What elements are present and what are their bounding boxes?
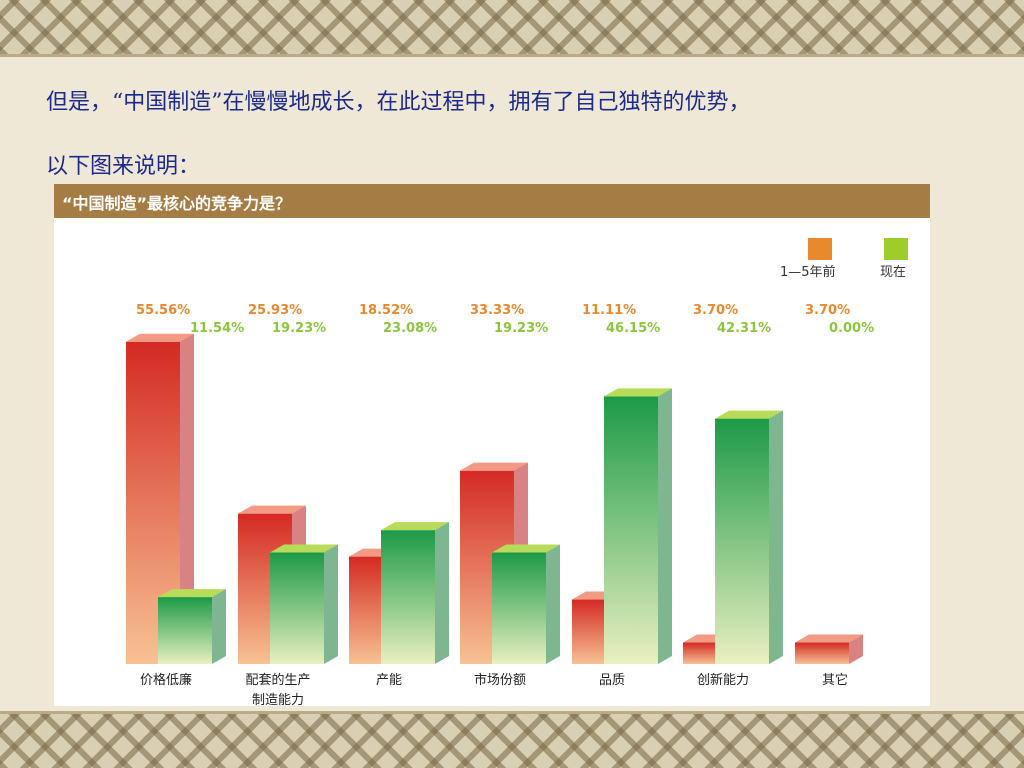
bar-side-face — [180, 333, 194, 664]
bar-top-face — [381, 522, 449, 531]
category-label-4: 品质 — [599, 673, 625, 688]
category-label-6: 其它 — [822, 672, 848, 688]
category-label-1-line2: 制造能力 — [252, 693, 304, 706]
bar-front — [492, 552, 546, 664]
category-label-2: 产能 — [376, 673, 402, 688]
bar-side-face — [849, 634, 863, 664]
bottom-border-edge — [0, 711, 1024, 714]
bar-before-6 — [795, 634, 863, 664]
legend-label-now: 现在 — [880, 265, 906, 280]
data-label-before-3: 33.33% — [470, 303, 524, 318]
bar-chart: 1—5年前 现在 55.56%11.54% 价格低廉 25.93% 19.23% 配套的生产… — [126, 238, 908, 706]
bar-top-face — [238, 505, 306, 514]
bar-top-face — [795, 634, 863, 643]
bar-now-5 — [715, 410, 783, 664]
bar-top-face — [126, 333, 194, 342]
data-label-before-1: 25.93% — [248, 303, 302, 318]
top-decorative-border — [0, 0, 1024, 54]
bar-side-face — [546, 544, 560, 664]
category-label-1: 配套的生产 — [245, 672, 310, 688]
bar-top-face — [270, 544, 338, 553]
bar-top-face — [460, 462, 528, 471]
bar-side-face — [769, 410, 783, 664]
data-label-before-4: 11.11% — [582, 303, 636, 318]
bar-top-face — [158, 589, 226, 598]
bar-front — [270, 552, 324, 664]
data-label-before-2: 18.52% — [359, 303, 413, 318]
bar-now-0 — [158, 589, 226, 664]
bottom-decorative-border — [0, 714, 1024, 768]
chart-header-bar: “中国制造”最核心的竞争力是？ — [54, 184, 930, 218]
category-label-3: 市场份额 — [474, 672, 526, 688]
bar-side-face — [435, 522, 449, 664]
bar-front — [795, 642, 849, 664]
bar-top-face — [715, 410, 783, 419]
bar-front — [158, 597, 212, 664]
legend-swatch-now — [884, 238, 908, 260]
bar-now-4 — [604, 388, 672, 664]
bar-front — [715, 418, 769, 664]
bar-top-face — [604, 388, 672, 397]
category-label-0: 价格低廉 — [140, 672, 192, 688]
data-label-before-6: 3.70% — [805, 303, 850, 318]
data-label-now-0: 11.54% — [190, 321, 244, 336]
data-label-before-5: 3.70% — [693, 303, 738, 318]
data-label-now-6: 0.00% — [829, 321, 874, 336]
data-label-now-5: 42.31% — [717, 321, 771, 336]
bar-side-face — [658, 388, 672, 664]
data-label-now-4: 46.15% — [606, 321, 660, 336]
bar-top-face — [492, 544, 560, 553]
bar-front — [381, 530, 435, 664]
chart-panel: “中国制造”最核心的竞争力是？ 1—5年前 现在 55.56% 11.54% 价格低廉 2… — [54, 184, 930, 706]
legend-swatch-before — [808, 238, 832, 260]
data-label-now-2: 23.08% — [383, 321, 437, 336]
bar-now-1 — [270, 544, 338, 664]
intro-text-line-1: 但是，“中国制造”在慢慢地成长，在此过程中，拥有了自己独特的优势， — [46, 90, 751, 115]
data-label-now-3: 19.23% — [494, 321, 548, 336]
legend-label-before: 1—5年前 — [780, 264, 836, 280]
bar-now-2 — [381, 522, 449, 664]
category-label-5: 创新能力 — [697, 672, 749, 688]
bar-side-face — [324, 544, 338, 664]
bar-front — [604, 396, 658, 664]
data-label-before-0: 55.56% — [136, 303, 190, 318]
bar-now-3 — [492, 544, 560, 664]
bar-side-face — [212, 589, 226, 664]
top-border-edge — [0, 54, 1024, 57]
intro-text-line-2: 以下图来说明： — [46, 154, 201, 179]
data-label-now-1: 19.23% — [272, 321, 326, 336]
chart-title: “中国制造”最核心的竞争力是？ — [62, 194, 292, 213]
bar-before-0 — [126, 333, 194, 664]
